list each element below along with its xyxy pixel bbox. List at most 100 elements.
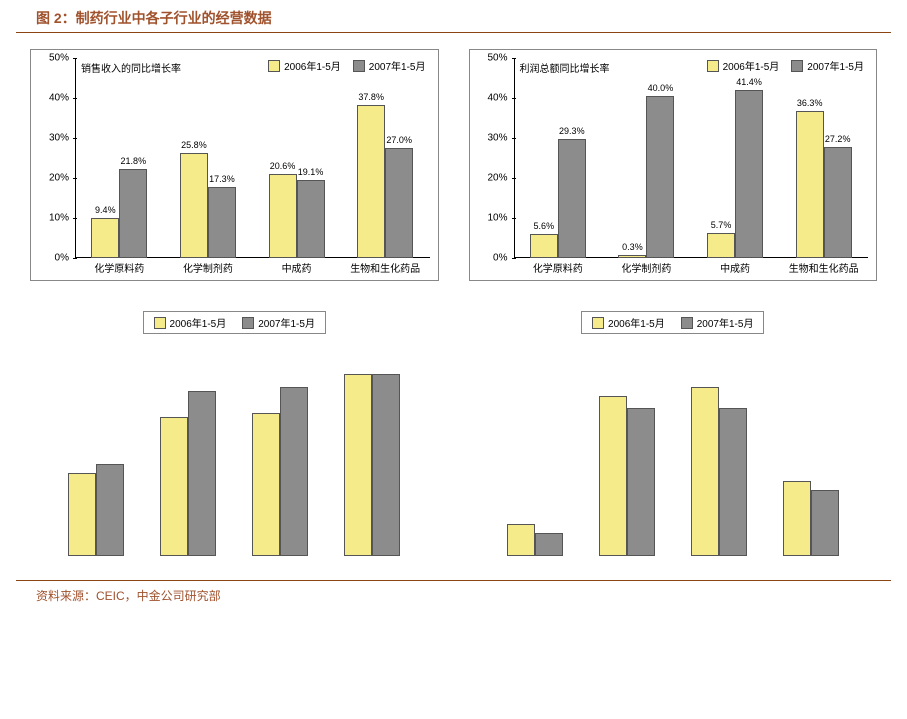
bar — [627, 408, 655, 556]
bar: 36.3% — [796, 111, 824, 258]
bar-value-label: 25.8% — [181, 140, 207, 150]
chart-panel: 2006年1-5月 2007年1-5月 — [469, 301, 878, 564]
y-tick-label: 40% — [49, 93, 69, 104]
x-labels: 化学原料药化学制剂药中成药生物和生化药品 — [75, 260, 430, 278]
chart-box: 利润总额同比增长率2006年1-5月2007年1-5月0%10%20%30%40… — [469, 49, 878, 281]
bar-group — [581, 342, 673, 556]
y-axis: 0%10%20%30%40%50% — [470, 58, 512, 258]
bar-group: 36.3%27.2% — [779, 58, 868, 258]
x-label: 生物和生化药品 — [341, 260, 430, 278]
bar-group: 9.4%21.8% — [75, 58, 164, 258]
bar: 40.0% — [646, 96, 674, 258]
bar — [188, 391, 216, 556]
bar: 25.8% — [180, 153, 208, 258]
legend-label: 2007年1-5月 — [697, 315, 754, 330]
bar-group: 37.8%27.0% — [341, 58, 430, 258]
bar-value-label: 5.6% — [534, 221, 555, 231]
chart-box — [30, 334, 439, 564]
x-label: 中成药 — [252, 260, 341, 278]
y-tick-label: 50% — [487, 53, 507, 64]
swatch-icon — [592, 317, 604, 329]
y-tick-label: 40% — [487, 93, 507, 104]
bars-row — [489, 342, 858, 556]
bar — [160, 417, 188, 556]
y-tick-label: 20% — [49, 173, 69, 184]
chart-box: 销售收入的同比增长率2006年1-5月2007年1-5月0%10%20%30%4… — [30, 49, 439, 281]
bar: 5.7% — [707, 233, 735, 258]
bar — [599, 396, 627, 556]
bar-group: 5.7%41.4% — [691, 58, 780, 258]
bar: 21.8% — [119, 169, 147, 258]
y-tick-label: 10% — [487, 213, 507, 224]
bar-value-label: 40.0% — [648, 83, 674, 93]
x-label: 化学原料药 — [75, 260, 164, 278]
bar-group — [234, 342, 326, 556]
bar: 9.4% — [91, 218, 119, 258]
plot-area: 9.4%21.8%25.8%17.3%20.6%19.1%37.8%27.0% — [75, 58, 430, 258]
bar — [372, 374, 400, 556]
bar-group: 20.6%19.1% — [252, 58, 341, 258]
bar-value-label: 27.0% — [386, 135, 412, 145]
bar-group — [765, 342, 857, 556]
x-label: 化学原料药 — [514, 260, 603, 278]
bar: 37.8% — [357, 105, 385, 258]
bar-group — [142, 342, 234, 556]
y-tick-label: 0% — [493, 253, 507, 264]
bars-row: 9.4%21.8%25.8%17.3%20.6%19.1%37.8%27.0% — [75, 58, 430, 258]
legend-label: 2006年1-5月 — [170, 315, 227, 330]
bar-group — [326, 342, 418, 556]
legend-item: 2007年1-5月 — [242, 315, 315, 330]
plot-area: 5.6%29.3%0.3%40.0%5.7%41.4%36.3%27.2% — [514, 58, 869, 258]
chart-box — [469, 334, 878, 564]
bar — [783, 481, 811, 556]
bar: 27.2% — [824, 147, 852, 258]
bar-value-label: 17.3% — [209, 174, 235, 184]
bar-value-label: 29.3% — [559, 126, 585, 136]
swatch-icon — [681, 317, 693, 329]
x-label: 化学制剂药 — [164, 260, 253, 278]
legend-label: 2007年1-5月 — [258, 315, 315, 330]
y-tick-label: 20% — [487, 173, 507, 184]
bar-value-label: 20.6% — [270, 161, 296, 171]
bar — [96, 464, 124, 556]
legend-item: 2006年1-5月 — [592, 315, 665, 330]
y-tick-label: 0% — [55, 253, 69, 264]
bar — [691, 387, 719, 556]
y-tick-label: 10% — [49, 213, 69, 224]
bar: 19.1% — [297, 180, 325, 258]
bar: 41.4% — [735, 90, 763, 258]
bar-group — [673, 342, 765, 556]
bar-value-label: 0.3% — [622, 242, 643, 252]
x-labels: 化学原料药化学制剂药中成药生物和生化药品 — [514, 260, 869, 278]
bar-value-label: 9.4% — [95, 205, 116, 215]
bars-row — [50, 342, 419, 556]
bar — [344, 374, 372, 556]
bar: 5.6% — [530, 234, 558, 258]
chart-panel: 销售收入的同比增长率2006年1-5月2007年1-5月0%10%20%30%4… — [30, 49, 439, 281]
bar-value-label: 27.2% — [825, 134, 851, 144]
bar-group — [50, 342, 142, 556]
x-label: 中成药 — [691, 260, 780, 278]
legend-item: 2006年1-5月 — [154, 315, 227, 330]
y-tick-label: 30% — [487, 133, 507, 144]
chart-panel: 利润总额同比增长率2006年1-5月2007年1-5月0%10%20%30%40… — [469, 49, 878, 281]
chart-panel: 2006年1-5月 2007年1-5月 — [30, 301, 439, 564]
bar — [507, 524, 535, 556]
bar-value-label: 37.8% — [358, 92, 384, 102]
bar-value-label: 21.8% — [121, 156, 147, 166]
bar: 27.0% — [385, 148, 413, 258]
bar — [280, 387, 308, 556]
bar: 17.3% — [208, 187, 236, 258]
bar-value-label: 36.3% — [797, 98, 823, 108]
bar-value-label: 19.1% — [298, 167, 324, 177]
bar: 0.3% — [618, 255, 646, 258]
legend: 2006年1-5月 2007年1-5月 — [143, 311, 326, 334]
y-axis: 0%10%20%30%40%50% — [31, 58, 73, 258]
x-label: 生物和生化药品 — [779, 260, 868, 278]
source-line: 资料来源：CEIC，中金公司研究部 — [16, 580, 891, 610]
bar-group — [489, 342, 581, 556]
legend-label: 2006年1-5月 — [608, 315, 665, 330]
charts-grid: 销售收入的同比增长率2006年1-5月2007年1-5月0%10%20%30%4… — [0, 33, 907, 574]
bar — [535, 533, 563, 556]
bar — [719, 408, 747, 556]
